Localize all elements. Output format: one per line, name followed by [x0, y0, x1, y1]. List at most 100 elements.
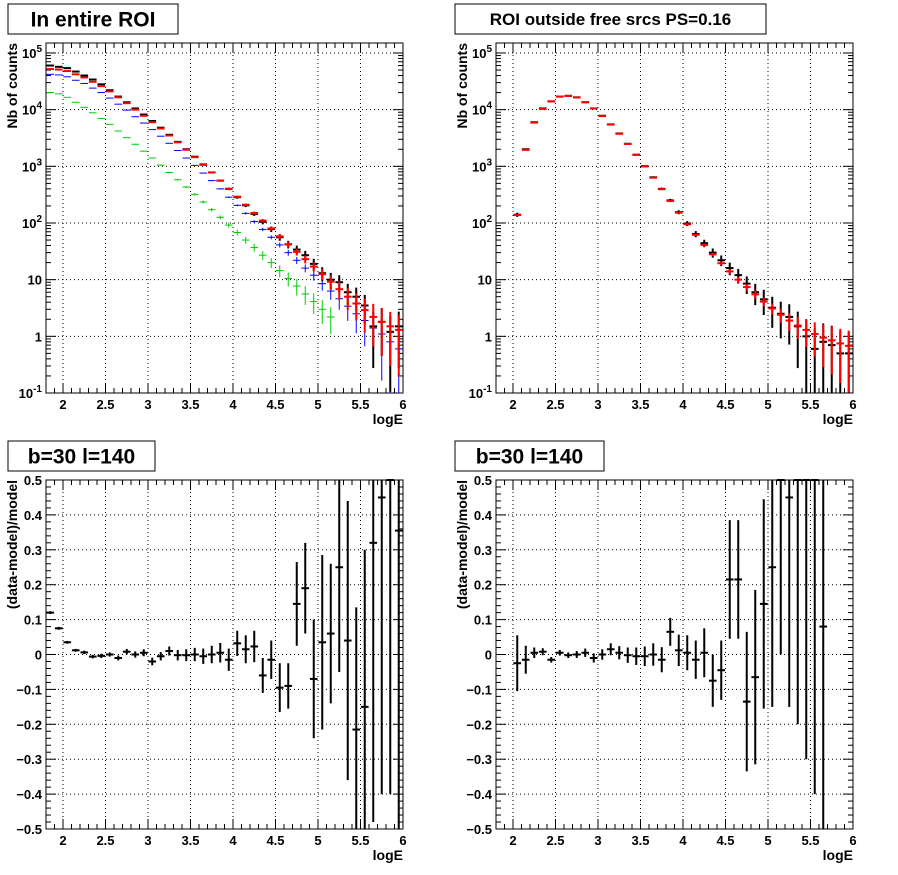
title-text: In entire ROI [31, 9, 156, 32]
y-tick-label: 0.5 [474, 473, 492, 488]
panel-top-left: 2 2.5 3 3.5 4 4.5 5 5.5 6 10-1 1 10 102 103 104 105 logE… [4, 3, 407, 427]
y-tick-label: −0.3 [16, 752, 42, 767]
y-tick-label: −0.4 [466, 787, 492, 802]
y-tick-label: 1 [35, 329, 42, 344]
x-axis-label: logE [823, 411, 853, 427]
y-tick-label: 0.5 [24, 473, 42, 488]
y-tick-label: 0.1 [474, 613, 492, 628]
x-tick-label: 2 [59, 397, 66, 412]
y-tick-label: 0.4 [24, 508, 43, 523]
x-tick-label: 5 [314, 833, 321, 848]
panel-title: ROI outside free srcs PS=0.16 [454, 3, 767, 35]
x-tick-label: 2.5 [96, 833, 114, 848]
y-tick-label: 10 [478, 273, 492, 288]
y-tick-label: 0.2 [474, 578, 492, 593]
x-tick-label: 5.5 [801, 833, 819, 848]
title-box [454, 3, 767, 35]
series-data [46, 479, 403, 829]
y-tick-label: 0.3 [24, 543, 42, 558]
y-tick-label: 104 [472, 101, 492, 118]
x-tick-label: 4.5 [716, 397, 734, 412]
x-axis-label: logE [373, 411, 403, 427]
x-tick-label: 2.5 [96, 397, 114, 412]
x-tick-label: 3.5 [631, 833, 649, 848]
series-data [513, 479, 828, 829]
series-model [46, 92, 335, 334]
x-tick-label: 6 [399, 833, 406, 848]
x-tick-label: 5.5 [801, 397, 819, 412]
panel-title: In entire ROI [7, 3, 179, 35]
x-axis-label: logE [823, 847, 853, 863]
x-tick-label: 3 [594, 833, 601, 848]
y-tick-label: 0.3 [474, 543, 492, 558]
series-data [513, 94, 853, 393]
panel-title: b=30 l=140 [7, 440, 156, 472]
x-tick-label: 4 [229, 397, 237, 412]
y-tick-label: 10-1 [19, 384, 43, 401]
x-tick-label: 3 [144, 397, 151, 412]
x-tick-label: 4.5 [716, 833, 734, 848]
y-tick-label: −0.1 [16, 682, 42, 697]
panel-bottom-left: 2 2.5 3 3.5 4 4.5 5 5.5 6 −0.5 −0.4 −0.3 −0.2 −0.1 0 0.… [4, 440, 407, 863]
series-data [46, 64, 403, 392]
plot-frame [45, 479, 404, 830]
y-tick-label: 104 [22, 101, 42, 118]
x-tick-label: 5 [314, 397, 321, 412]
y-axis-label: Nb of counts [454, 43, 470, 129]
y-tick-label: −0.5 [466, 822, 492, 837]
y-tick-label: 105 [472, 44, 492, 61]
y-tick-label: 0 [35, 648, 42, 663]
series-model [513, 94, 853, 393]
x-tick-label: 6 [399, 397, 406, 412]
axis-ticks [45, 43, 404, 394]
x-tick-label: 2 [509, 833, 516, 848]
plot-frame [495, 479, 854, 830]
y-tick-label: 102 [472, 214, 492, 231]
x-tick-label: 4.5 [266, 397, 284, 412]
y-tick-label: 0.2 [24, 578, 42, 593]
x-tick-label: 2 [509, 397, 516, 412]
y-tick-label: 1 [485, 329, 492, 344]
panel-title: b=30 l=140 [454, 440, 605, 472]
x-tick-label: 3 [144, 833, 151, 848]
y-tick-label: 0.4 [474, 508, 493, 523]
x-tick-label: 6 [849, 397, 856, 412]
y-tick-label: 10 [28, 273, 42, 288]
x-tick-label: 4 [679, 397, 687, 412]
plot-frame [45, 42, 404, 394]
x-tick-label: 5.5 [351, 833, 369, 848]
axis-ticks [495, 43, 854, 394]
grid-lines [496, 480, 854, 829]
y-tick-label: 102 [22, 214, 42, 231]
axis-ticks [495, 479, 854, 830]
y-tick-label: −0.1 [466, 682, 492, 697]
x-tick-label: 5 [764, 833, 771, 848]
title-box [7, 440, 156, 472]
x-tick-label: 2.5 [546, 397, 564, 412]
y-tick-label: −0.4 [16, 787, 42, 802]
title-text: b=30 l=140 [28, 446, 135, 469]
y-tick-label: −0.5 [16, 822, 42, 837]
panel-top-right: 2 2.5 3 3.5 4 4.5 5 5.5 6 10-1 1 10 102 103 104 105 logE… [454, 3, 857, 427]
series-model [46, 73, 403, 393]
x-tick-label: 5 [764, 397, 771, 412]
series-model [46, 68, 403, 377]
y-tick-label: 103 [472, 157, 492, 174]
x-tick-label: 4.5 [266, 833, 284, 848]
x-tick-label: 3.5 [181, 397, 199, 412]
x-tick-label: 4 [229, 833, 237, 848]
x-tick-label: 6 [849, 833, 856, 848]
x-tick-label: 3.5 [181, 833, 199, 848]
grid-lines [46, 43, 404, 393]
y-tick-label: 0 [485, 648, 492, 663]
title-text: b=30 l=140 [476, 446, 583, 469]
y-axis-label: (data-model)/model [454, 480, 470, 609]
grid-lines [46, 480, 404, 829]
x-tick-label: 3.5 [631, 397, 649, 412]
panel-bottom-right: 2 2.5 3 3.5 4 4.5 5 5.5 6 −0.5 −0.4 −0.3 −0.2 −0.1 0 0.… [454, 440, 857, 863]
x-tick-label: 5.5 [351, 397, 369, 412]
y-tick-label: 0.1 [24, 613, 42, 628]
title-box [7, 3, 179, 35]
x-tick-label: 4 [679, 833, 687, 848]
x-tick-label: 2 [59, 833, 66, 848]
